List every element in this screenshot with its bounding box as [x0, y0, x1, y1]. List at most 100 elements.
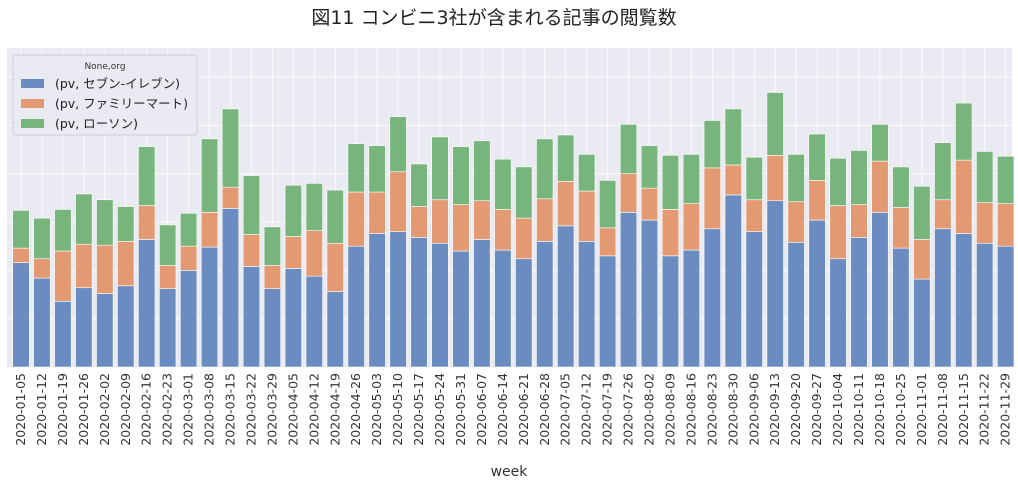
- bar-familymart-2020-08-16: [682, 203, 700, 251]
- bar-lawson-2020-09-06: [745, 156, 763, 201]
- x-tick-label: 2020-07-05: [558, 373, 573, 446]
- bar-lawson-2020-06-21: [515, 166, 533, 219]
- bar-lawson-2020-07-05: [557, 134, 575, 182]
- bar-seven-eleven-2020-01-19: [54, 300, 72, 368]
- bar-lawson-2020-06-07: [473, 140, 491, 202]
- bar-lawson-2020-05-24: [431, 136, 449, 201]
- bar-lawson-2020-05-03: [368, 145, 386, 193]
- bar-seven-eleven-2020-11-29: [997, 245, 1015, 368]
- bar-lawson-2020-01-19: [54, 209, 72, 252]
- x-tick-label: 2020-03-01: [181, 373, 196, 446]
- x-tick-label: 2020-01-12: [34, 373, 49, 446]
- bar-seven-eleven-2020-01-12: [33, 277, 51, 368]
- bar-lawson-2020-01-26: [75, 193, 93, 245]
- bar-lawson-2020-04-19: [326, 189, 344, 244]
- bar-seven-eleven-2020-02-09: [117, 285, 135, 368]
- x-tick-label: 2020-03-22: [243, 373, 258, 446]
- bar-familymart-2020-07-12: [578, 190, 596, 242]
- bar-lawson-2020-08-09: [661, 155, 680, 210]
- bar-familymart-2020-09-27: [808, 180, 826, 221]
- bar-familymart-2020-09-20: [787, 201, 805, 243]
- x-tick-label: 2020-10-25: [893, 373, 908, 446]
- bar-lawson-2020-03-29: [263, 226, 282, 266]
- bar-familymart-2020-02-16: [138, 205, 156, 240]
- bar-familymart-2020-05-17: [410, 206, 428, 238]
- x-tick-label: 2020-10-11: [851, 373, 866, 446]
- bar-lawson-2020-02-02: [96, 199, 114, 246]
- bar-seven-eleven-2020-08-16: [682, 249, 700, 368]
- bar-seven-eleven-2020-04-12: [305, 275, 323, 368]
- x-tick-labels: 2020-01-05 2020-01-12 2020-01-19 2020-01-26…: [13, 373, 1013, 446]
- bar-lawson-2020-03-15: [221, 108, 240, 188]
- bar-seven-eleven-2020-11-15: [955, 233, 973, 368]
- x-tick-label: 2020-08-16: [683, 373, 698, 446]
- bar-lawson-2020-06-28: [536, 138, 554, 200]
- bar-lawson-2020-11-29: [997, 155, 1015, 204]
- x-tick-label: 2020-06-14: [495, 373, 510, 446]
- bar-familymart-2020-07-05: [557, 181, 575, 227]
- bar-familymart-2020-08-30: [724, 164, 742, 196]
- bar-lawson-2020-08-16: [682, 154, 700, 204]
- legend: None,org (pv, セブン-イレブン) (pv, ファミリーマート) (…: [12, 54, 198, 136]
- bar-lawson-2020-05-17: [410, 163, 428, 207]
- x-tick-label: 2020-02-02: [97, 373, 112, 446]
- bar-familymart-2020-10-04: [829, 205, 847, 260]
- bar-seven-eleven-2020-02-02: [96, 293, 114, 368]
- chart-title: 図11 コンビニ3社が含まれる記事の閲覧数: [311, 7, 676, 29]
- bar-seven-eleven-2020-10-18: [871, 212, 889, 368]
- bar-seven-eleven-2020-11-01: [913, 278, 931, 368]
- legend-title: None,org: [84, 62, 125, 72]
- bar-seven-eleven-2020-08-09: [661, 255, 680, 368]
- x-tick-label: 2020-09-13: [767, 373, 782, 446]
- x-tick-label: 2020-08-09: [662, 373, 677, 446]
- bar-seven-eleven-2020-09-06: [745, 231, 763, 368]
- x-tick-label: 2020-06-07: [474, 373, 489, 446]
- bar-seven-eleven-2020-05-03: [368, 233, 386, 368]
- bar-familymart-2020-06-28: [536, 198, 554, 242]
- bar-seven-eleven-2020-05-31: [452, 250, 470, 368]
- bar-seven-eleven-2020-01-26: [75, 287, 93, 368]
- legend-swatch-lawson: [21, 119, 44, 128]
- bar-familymart-2020-08-02: [640, 187, 659, 221]
- bars-group: [12, 92, 1015, 368]
- x-tick-label: 2020-07-12: [579, 373, 594, 446]
- bar-lawson-2020-08-30: [724, 108, 742, 166]
- bar-familymart-2020-11-22: [976, 202, 994, 244]
- bar-lawson-2020-07-26: [619, 124, 638, 174]
- bar-seven-eleven-2020-08-30: [724, 194, 742, 368]
- bar-familymart-2020-09-06: [745, 199, 763, 232]
- x-tick-label: 2020-01-26: [76, 373, 91, 446]
- legend-label-lawson: (pv, ローソン): [55, 116, 138, 131]
- bar-seven-eleven-2020-02-16: [138, 239, 156, 368]
- x-tick-label: 2020-07-19: [600, 373, 615, 446]
- x-axis-label: week: [491, 464, 529, 480]
- bar-seven-eleven-2020-08-02: [640, 219, 659, 368]
- bar-familymart-2020-06-21: [515, 217, 533, 260]
- bar-seven-eleven-2020-03-15: [221, 208, 240, 368]
- bar-familymart-2020-01-19: [54, 250, 72, 302]
- bar-seven-eleven-2020-07-19: [598, 255, 617, 368]
- x-tick-label: 2020-04-05: [285, 373, 300, 446]
- x-tick-label: 2020-10-18: [872, 373, 887, 446]
- bar-seven-eleven-2020-04-05: [284, 268, 302, 368]
- bar-familymart-2020-11-15: [955, 159, 973, 234]
- x-tick-label: 2020-08-30: [725, 373, 740, 446]
- bar-familymart-2020-08-09: [661, 209, 680, 257]
- bar-lawson-2020-10-11: [850, 150, 868, 205]
- bar-familymart-2020-04-26: [347, 191, 365, 247]
- bar-lawson-2020-01-12: [33, 217, 51, 260]
- x-tick-label: 2020-03-15: [223, 373, 238, 446]
- bar-familymart-2020-05-24: [431, 199, 449, 244]
- bar-familymart-2020-11-08: [934, 199, 952, 230]
- bar-familymart-2020-05-03: [368, 191, 386, 234]
- bar-familymart-2020-09-13: [766, 155, 784, 202]
- bar-familymart-2020-05-31: [452, 204, 470, 252]
- bar-lawson-2020-10-04: [829, 157, 847, 206]
- x-tick-label: 2020-02-09: [118, 373, 133, 446]
- bar-familymart-2020-02-23: [159, 265, 177, 290]
- bar-seven-eleven-2020-03-29: [263, 288, 282, 368]
- bar-familymart-2020-08-23: [703, 167, 721, 230]
- bar-lawson-2020-11-08: [934, 142, 952, 201]
- bar-lawson-2020-09-27: [808, 133, 826, 181]
